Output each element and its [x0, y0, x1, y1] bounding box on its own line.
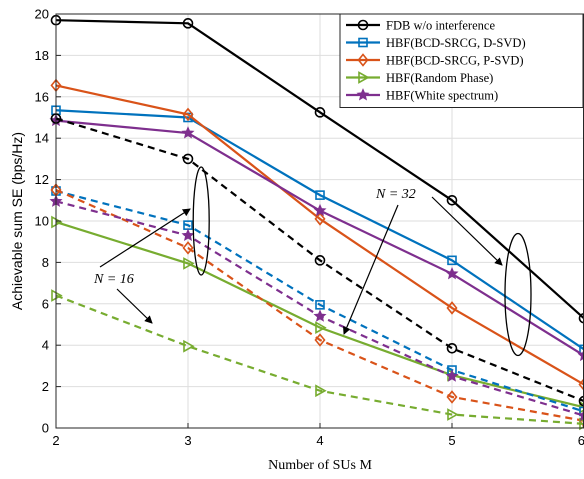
series-layer	[49, 14, 584, 431]
annotations-layer: N = 16 N = 32	[93, 166, 532, 357]
y-tick-label: 2	[42, 379, 49, 394]
legend-marker	[358, 37, 368, 48]
y-axis-label: Achievable sum SE (bps/Hz)	[9, 132, 25, 310]
legend-marker	[356, 88, 370, 101]
annotation-arrow	[116, 288, 153, 324]
series-2	[50, 78, 584, 392]
series-line	[55, 19, 584, 320]
legend-marker	[358, 71, 370, 84]
data-point	[182, 241, 194, 255]
data-point	[182, 18, 194, 29]
series-5	[50, 113, 584, 407]
series-line	[55, 220, 584, 409]
annotation-arrow	[343, 204, 399, 335]
data-point	[445, 369, 459, 382]
data-point	[446, 343, 458, 354]
data-point	[315, 384, 327, 398]
legend-label: HBF(White spectrum)	[386, 89, 498, 103]
data-point	[315, 190, 325, 200]
data-point	[313, 309, 327, 322]
data-point	[314, 255, 326, 266]
annotation-arrow	[99, 208, 191, 268]
data-point	[314, 333, 326, 347]
annotation-arrow	[431, 196, 503, 266]
series-0	[50, 14, 584, 324]
series-6	[51, 186, 584, 417]
legend-marker	[357, 19, 369, 31]
series-8	[51, 289, 584, 431]
legend-label: HBF(Random Phase)	[386, 71, 493, 85]
data-point	[579, 344, 584, 355]
y-tick-label: 18	[35, 48, 49, 63]
data-point	[181, 126, 195, 139]
data-point	[579, 406, 584, 417]
legend-entry: HBF(Random Phase)	[346, 71, 493, 85]
data-point	[446, 195, 458, 206]
series-9	[49, 194, 584, 422]
x-tick-label: 3	[184, 433, 191, 448]
series-line	[55, 294, 584, 425]
legend-label: HBF(BCD-SRCG, P-SVD)	[386, 54, 524, 68]
data-point	[183, 339, 195, 353]
data-point	[447, 255, 457, 266]
y-tick-label: 14	[35, 131, 49, 146]
series-line	[55, 117, 584, 403]
data-point	[314, 212, 326, 226]
data-point	[578, 377, 584, 392]
data-point	[182, 107, 194, 122]
data-point	[315, 321, 327, 334]
y-tick-label: 8	[42, 255, 49, 270]
series-line	[55, 84, 584, 386]
data-point	[315, 300, 325, 310]
data-point	[446, 390, 458, 404]
series-line	[55, 109, 584, 351]
x-tick-label: 4	[316, 433, 323, 448]
data-point	[447, 408, 459, 421]
legend-label: FDB w/o interference	[386, 19, 495, 33]
data-point	[445, 266, 459, 280]
data-point	[578, 395, 584, 407]
legend: FDB w/o interference HBF(BCD-SRCG, D-SVD)…	[339, 13, 584, 108]
series-line	[55, 189, 584, 413]
series-line	[55, 188, 584, 422]
legend-entry: HBF(BCD-SRCG, P-SVD)	[346, 53, 524, 68]
x-tick-label: 2	[52, 433, 59, 448]
x-axis-label: Number of SUs M	[268, 458, 372, 473]
annotation-n32: N = 32	[375, 187, 416, 202]
y-tick-label: 4	[42, 338, 49, 353]
y-tick-label: 10	[35, 214, 49, 229]
data-point	[577, 348, 584, 362]
legend-entry: FDB w/o interference	[346, 19, 495, 33]
data-point	[579, 417, 584, 431]
y-tick-label: 20	[35, 7, 49, 22]
data-point	[577, 408, 584, 422]
y-tick-label: 0	[42, 421, 49, 436]
data-point	[314, 107, 326, 118]
data-point	[182, 153, 194, 165]
data-point	[313, 203, 327, 217]
y-tick-label: 16	[35, 89, 49, 104]
x-tick-label: 6	[578, 433, 584, 448]
series-7	[50, 183, 584, 428]
data-point	[183, 257, 195, 270]
data-point	[181, 228, 195, 242]
legend-box	[339, 13, 584, 108]
legend-entry: HBF(BCD-SRCG, D-SVD)	[346, 36, 526, 50]
data-point	[446, 301, 458, 315]
n16-ellipse	[192, 166, 210, 276]
legend-label: HBF(BCD-SRCG, D-SVD)	[386, 36, 526, 50]
y-tick-label: 12	[35, 172, 49, 187]
y-tick-label: 6	[42, 296, 49, 311]
x-tick-label: 5	[448, 433, 455, 448]
annotation-n16: N = 16	[93, 272, 134, 287]
data-point	[578, 312, 584, 324]
legend-marker	[357, 53, 369, 67]
n32-ellipse	[504, 232, 532, 357]
legend-entry: HBF(White spectrum)	[346, 88, 498, 103]
